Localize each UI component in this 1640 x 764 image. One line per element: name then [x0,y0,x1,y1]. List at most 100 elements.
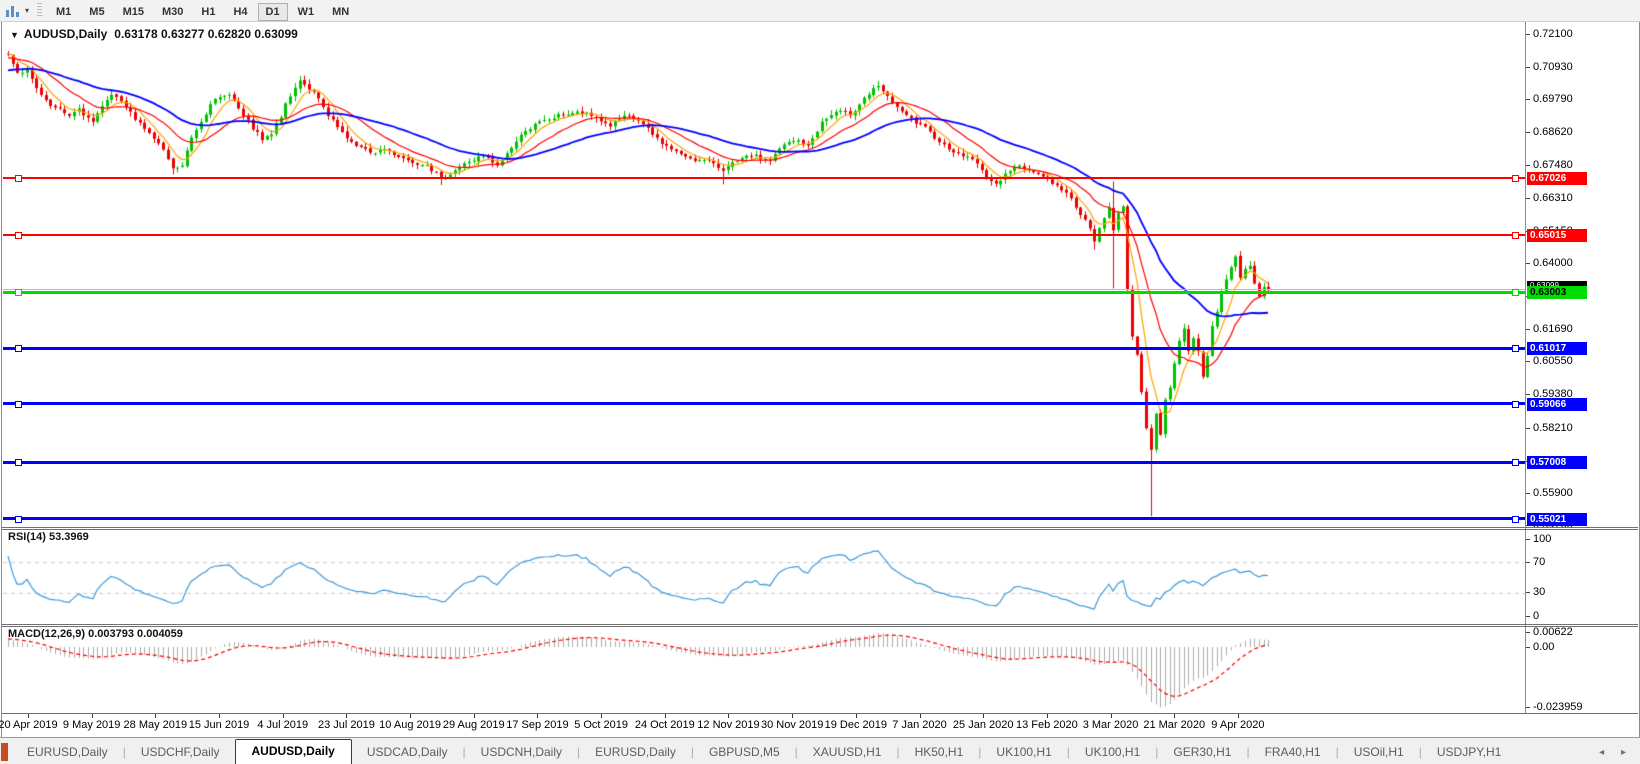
tab-fra40-h1[interactable]: FRA40,H1 [1264,745,1321,759]
hline-handle[interactable] [1512,174,1519,182]
date-label: 3 Mar 2020 [1082,719,1139,731]
tab-uk100-h1[interactable]: UK100,H1 [996,745,1052,759]
timeframe-button-m1[interactable]: M1 [56,5,72,18]
tab-usdcad-daily[interactable]: USDCAD,Daily [366,745,448,759]
hline-0.55021[interactable] [3,517,1525,521]
hline-0.65015[interactable] [3,234,1525,236]
date-tick-mark [91,714,93,718]
macd-indicator-label: MACD(12,26,9) 0.003793 0.004059 [8,628,183,640]
tab-usoil-h1[interactable]: USOil,H1 [1353,745,1404,759]
date-label: 12 Nov 2019 [697,719,760,731]
tab-hk50-h1[interactable]: HK50,H1 [914,745,964,759]
tabbar-left-marker[interactable] [1,743,8,761]
macd-tick-label: 0.00 [1533,641,1555,653]
hline-0.63003[interactable] [3,290,1525,294]
date-tick-mark [919,714,921,718]
date-label: 23 Jul 2019 [317,719,375,731]
timeframe-buttons: M1 M5 M15 M30 H1 H4 D1 W1 MN [47,2,358,21]
tab-separator: | [978,745,982,759]
date-label: 15 Jun 2019 [188,719,250,731]
date-tick-mark [1237,714,1239,718]
tab-separator: | [1066,745,1070,759]
hline-0.59066[interactable] [3,402,1525,406]
hline-0.57008[interactable] [3,460,1525,464]
hline-0.67026[interactable] [3,176,1525,179]
date-tick-mark [28,714,29,718]
tab-uk100-h1[interactable]: UK100,H1 [1084,745,1141,759]
toolbar-grip[interactable] [37,3,43,18]
timeframe-button-h4[interactable]: H4 [233,5,248,18]
timeframe-button-d1[interactable]: D1 [257,2,288,21]
rsi-tick-mark [1526,592,1530,594]
hline-handle[interactable] [15,345,22,353]
panel-separator [2,529,1638,530]
tab-eurusd-daily[interactable]: EURUSD,Daily [595,745,676,759]
tab-usdcnh-daily[interactable]: USDCNH,Daily [480,745,563,759]
hline-handle[interactable] [1512,345,1519,353]
chart-symbol-title: AUDUSD,Daily [23,27,108,41]
tab-separator: | [1418,745,1422,759]
tab-separator: | [690,745,694,759]
price-tick-label: 0.59380 [1533,388,1573,401]
rsi-tick-label: 70 [1533,555,1546,568]
panel-separator [2,626,1638,627]
price-tick-mark [1526,197,1530,199]
price-tick-label: 0.69790 [1533,93,1573,106]
panel-separator[interactable] [2,624,1638,625]
date-tick-mark [219,714,221,718]
hline-handle[interactable] [15,459,22,467]
tab-ger30-h1[interactable]: GER30,H1 [1173,745,1232,759]
price-tick-label: 0.70930 [1533,60,1573,73]
date-label: 19 Dec 2019 [824,719,888,731]
hline-handle[interactable] [15,289,22,297]
tab-usdchf-daily[interactable]: USDCHF,Daily [140,745,220,759]
tab-xauusd-h1[interactable]: XAUUSD,H1 [812,745,882,759]
tab-separator: | [794,745,798,759]
hline-handle[interactable] [1512,459,1519,467]
rsi-tick-label: 30 [1533,586,1546,599]
timeframe-button-mn[interactable]: MN [332,5,350,18]
price-tick-mark [1526,427,1530,429]
hline-price-label: 0.63003 [1527,286,1587,300]
hline-0.61017[interactable] [3,346,1525,350]
date-label: 13 Feb 2020 [1015,719,1078,731]
panel-separator[interactable] [2,527,1638,528]
hline-handle[interactable] [15,515,22,523]
timeframe-button-m30[interactable]: M30 [161,5,184,18]
hline-handle[interactable] [1512,515,1519,523]
date-label: 5 Oct 2019 [574,719,629,731]
price-scale-axis-line[interactable] [1525,22,1526,713]
tab-eurusd-daily[interactable]: EURUSD,Daily [27,745,108,759]
macd-tick-label: 0.00622 [1533,626,1573,638]
macd-tick-mark [1526,631,1530,633]
price-tick-mark [1526,361,1530,363]
price-tick-mark [1526,66,1530,68]
price-tick-mark [1526,99,1530,101]
tab-separator: | [1246,745,1250,759]
date-tick-mark [155,714,157,718]
timeframe-button-w1[interactable]: W1 [297,5,315,18]
macd-tick-mark [1526,646,1530,648]
hline-price-label: 0.67026 [1527,171,1587,185]
chart-type-icon[interactable] [4,4,22,18]
tab-scroll-right-icon[interactable]: ▸ [1620,747,1626,758]
hline-handle[interactable] [1512,400,1519,408]
hline-handle[interactable] [15,174,22,182]
hline-handle[interactable] [1512,232,1519,239]
chevron-down-icon[interactable]: ▾ [25,6,30,15]
tab-gbpusd-m5[interactable]: GBPUSD,M5 [708,745,780,759]
timeframe-button-m5[interactable]: M5 [89,5,105,18]
hline-handle[interactable] [15,400,22,408]
timeframe-toolbar: ▾ M1 M5 M15 M30 H1 H4 D1 W1 MN [0,0,1640,22]
hline-handle[interactable] [15,232,22,239]
hline-handle[interactable] [1512,289,1519,297]
rsi-tick-mark [1526,538,1530,540]
rsi-indicator-label: RSI(14) 53.3969 [8,531,89,543]
symbol-dropdown-icon[interactable]: ▼ [10,30,19,40]
timeframe-button-h1[interactable]: H1 [201,5,216,18]
tab-scroll-left-icon[interactable]: ◂ [1599,747,1605,758]
tab-audusd-daily[interactable]: AUDUSD,Daily [234,739,352,764]
timeframe-button-m15[interactable]: M15 [122,5,144,18]
tab-usdjpy-h1[interactable]: USDJPY,H1 [1436,745,1502,759]
